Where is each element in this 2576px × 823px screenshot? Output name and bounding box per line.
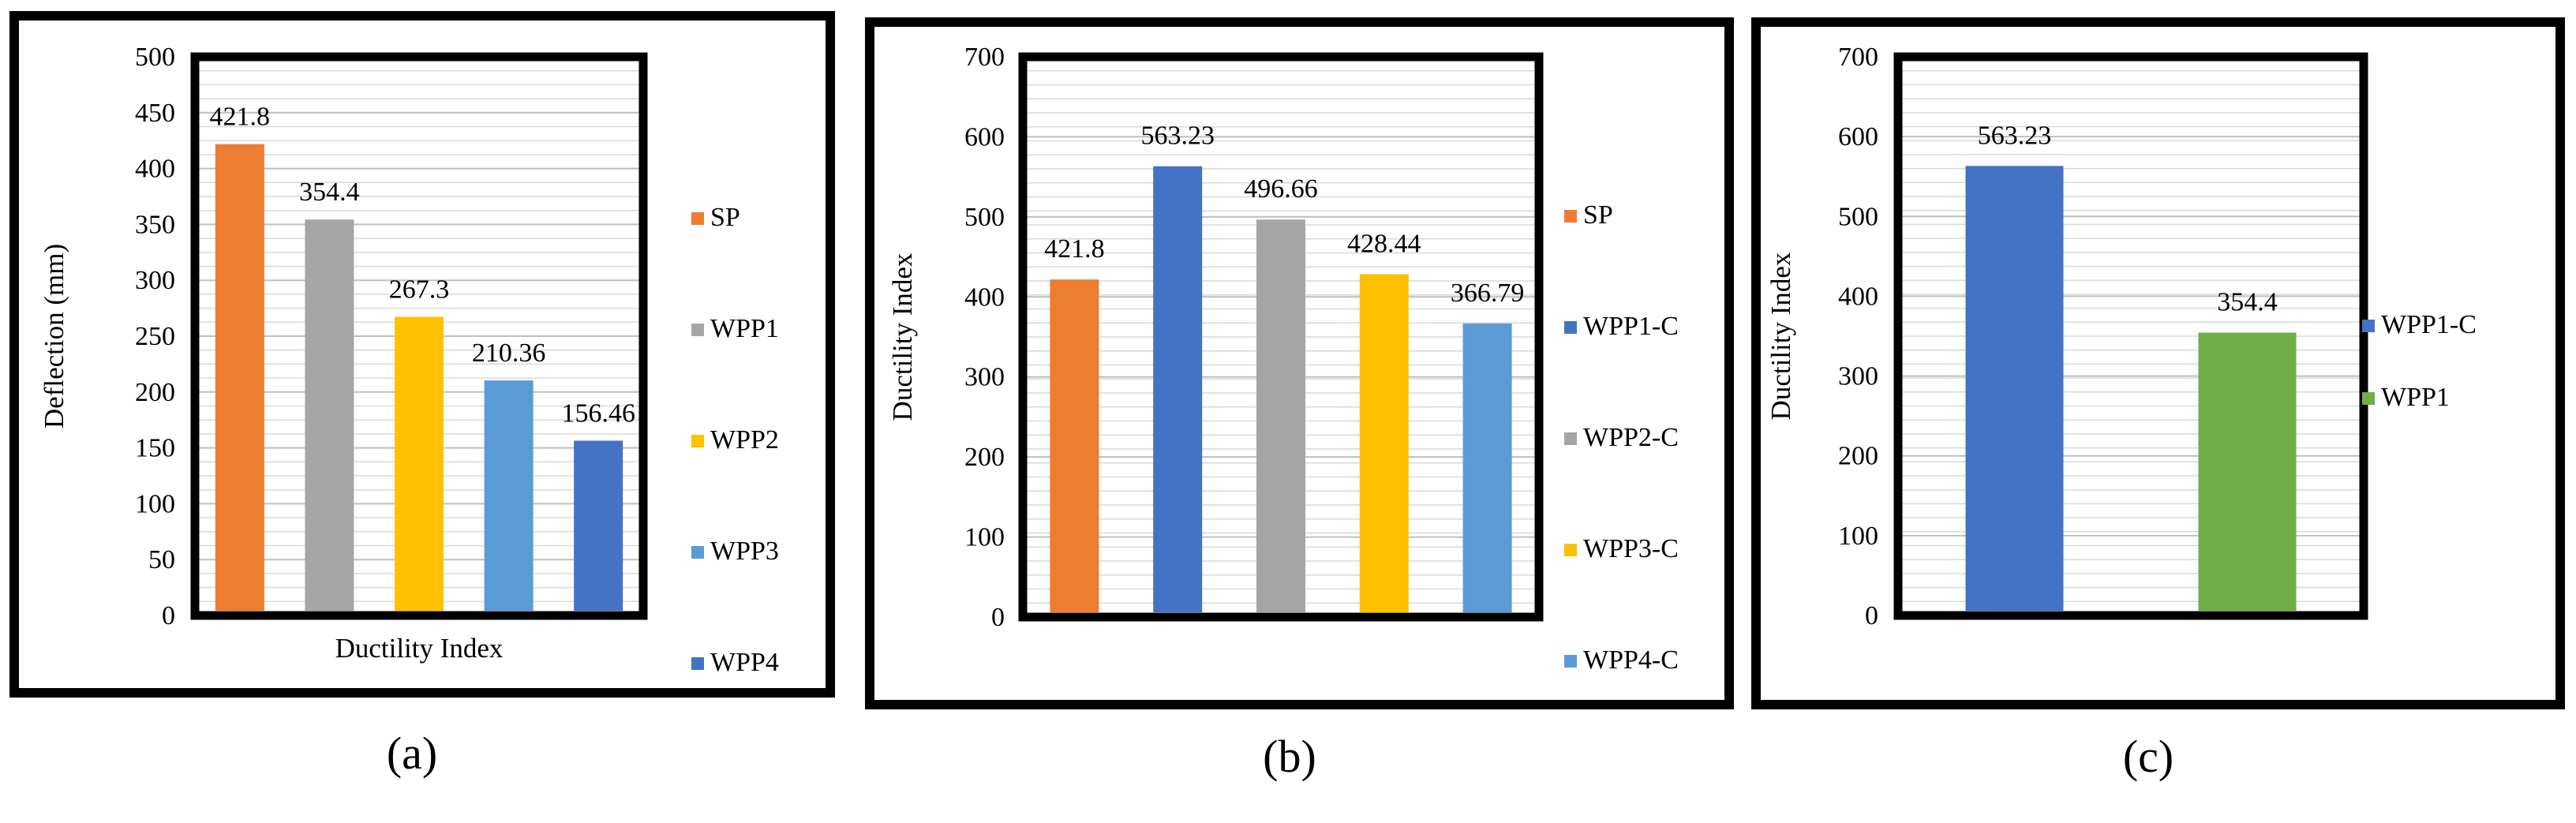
bar-wpp3: [484, 380, 534, 611]
legend-entry: SP: [710, 203, 740, 232]
bar-wpp1-c: [1965, 166, 2064, 612]
plot-area-border: [1018, 52, 1544, 622]
y-tick-label: 600: [964, 122, 1005, 152]
legend-entry: WPP1-C: [1583, 312, 1679, 341]
y-tick-label: 350: [135, 210, 175, 239]
y-tick-label: 200: [135, 378, 175, 407]
y-tick-label: 700: [964, 43, 1005, 72]
legend: SP WPP1-C WPP2-C WPP3-C WPP4-C: [1564, 200, 1679, 675]
data-label: 366.79: [1451, 279, 1525, 308]
legend-swatch: [691, 435, 704, 447]
plot-area-border: [1893, 52, 2368, 620]
legend-entry: WPP4-C: [1583, 645, 1679, 675]
y-tick-label: 0: [991, 603, 1005, 632]
legend-entry: SP: [1583, 200, 1613, 230]
legend: WPP1-C WPP1: [2362, 310, 2477, 412]
bar-wpp1: [305, 219, 354, 611]
y-tick-label: 50: [148, 545, 175, 574]
y-tick-label: 0: [1865, 601, 1878, 630]
bar-wpp3-c: [1359, 274, 1409, 612]
data-label: 210.36: [472, 339, 546, 368]
bar-wpp2: [395, 316, 444, 611]
y-tick-label: 300: [964, 363, 1005, 392]
legend-entry: WPP1-C: [2381, 310, 2477, 339]
y-tick-label: 500: [1838, 202, 1878, 231]
bar-wpp2-c: [1256, 219, 1305, 612]
y-tick-label: 100: [1838, 522, 1878, 551]
legend-entry: WPP2: [710, 425, 779, 455]
bar-wpp1-c: [1153, 166, 1203, 612]
plot-area-border: [190, 52, 648, 620]
panel-label: (b): [1263, 731, 1316, 782]
legend-swatch: [1564, 655, 1577, 668]
y-tick-label: 0: [162, 601, 175, 630]
legend-swatch: [2362, 320, 2375, 332]
bar-wpp4: [574, 440, 623, 611]
legend-swatch: [691, 657, 704, 670]
y-tick-label: 700: [1838, 43, 1878, 72]
data-label: 354.4: [299, 178, 360, 207]
y-tick-label: 400: [964, 282, 1005, 312]
data-label: 428.44: [1347, 229, 1421, 258]
bar-wpp1: [2198, 332, 2297, 611]
data-label: 156.46: [561, 398, 635, 428]
legend-swatch: [1564, 210, 1577, 223]
legend-swatch: [691, 324, 704, 336]
y-tick-label: 100: [964, 523, 1005, 552]
y-tick-label: 600: [1838, 122, 1878, 152]
y-tick-label: 150: [135, 434, 175, 463]
y-tick-label: 450: [135, 99, 175, 128]
y-tick-label: 400: [1838, 282, 1878, 311]
y-tick-label: 400: [135, 155, 175, 184]
bar-sp: [215, 144, 264, 611]
x-axis-label: Ductility Index: [335, 633, 504, 664]
panel-label: (c): [2123, 731, 2174, 782]
legend: SP WPP1 WPP2 WPP3 WPP4: [691, 203, 779, 677]
legend-swatch: [1564, 544, 1577, 556]
y-tick-label: 300: [135, 266, 175, 295]
bar-sp: [1050, 279, 1099, 612]
legend-entry: WPP3: [710, 537, 779, 566]
y-tick-label: 300: [1838, 362, 1878, 391]
data-label: 421.8: [210, 103, 271, 132]
bar-wpp4-c: [1462, 323, 1512, 612]
panel-label: (a): [387, 728, 437, 779]
legend-entry: WPP1: [710, 314, 779, 343]
y-axis-label: Ductility Index: [887, 253, 918, 421]
legend-entry: WPP4: [710, 648, 779, 677]
y-tick-label: 200: [1838, 442, 1878, 471]
chart-panel-a: 0 50 100 150 200 250 300 350 400 450 500 421.8 354.4…: [9, 11, 835, 779]
chart-panel-c: 0100200300400500600700563.23354.4WPP1-CW…: [1751, 17, 2565, 782]
data-label: 563.23: [1978, 121, 2052, 150]
y-tick-label: 100: [135, 489, 175, 518]
legend-entry: WPP1: [2381, 383, 2450, 412]
legend-swatch: [691, 546, 704, 559]
y-tick-label: 500: [964, 203, 1005, 232]
legend-swatch: [1564, 432, 1577, 445]
legend-swatch: [691, 212, 704, 225]
legend-entry: WPP2-C: [1583, 423, 1679, 452]
data-label: 563.23: [1140, 122, 1215, 151]
legend-entry: WPP3-C: [1583, 534, 1679, 563]
data-label: 421.8: [1044, 234, 1105, 264]
y-tick-label: 250: [135, 322, 175, 351]
data-label: 354.4: [2217, 288, 2278, 317]
legend-swatch: [1564, 321, 1577, 334]
y-tick-label: 500: [135, 43, 175, 72]
data-label: 267.3: [389, 275, 450, 305]
y-axis-label: Ductility Index: [1765, 252, 1796, 420]
chart-panel-b: 0 100 200 300 400 500 600 700 421.8 563.23 496.66 4…: [865, 17, 1734, 782]
y-axis-label: Deflection (mm): [39, 244, 69, 428]
legend-swatch: [2362, 392, 2375, 405]
data-label: 496.66: [1244, 174, 1318, 204]
y-tick-label: 200: [964, 443, 1005, 472]
